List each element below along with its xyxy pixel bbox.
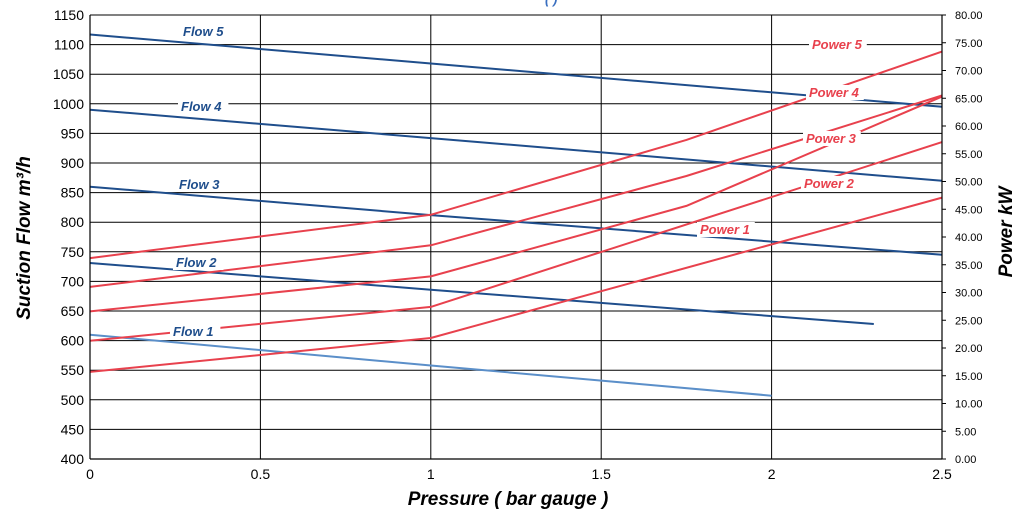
y-left-tick-label: 400 [61, 451, 85, 467]
power-4-label: Power 4 [809, 85, 860, 100]
flow-4-line [89, 108, 943, 182]
y-left-tick-label: 1050 [53, 66, 84, 82]
y-left-tick-label: 750 [61, 244, 85, 260]
x-tick-label: 0 [86, 466, 94, 482]
x-axis-title: Pressure ( bar gauge ) [408, 489, 609, 510]
y-left-tick-label: 500 [61, 392, 85, 408]
y-left-tick-label: 850 [61, 185, 85, 201]
power-2-label: Power 2 [804, 176, 855, 191]
y-axis-right-title: Power kW [996, 185, 1017, 278]
y-left-tick-label: 950 [61, 125, 85, 141]
y-right-tick-label: 30.00 [955, 288, 983, 300]
y-right-tick-label: 10.00 [955, 399, 983, 411]
y-left-tick-label: 450 [61, 421, 85, 437]
y-right-tick-label: 60.00 [955, 121, 983, 133]
y-left-tick-label: 1100 [54, 37, 84, 53]
y-right-tick-label: 5.00 [955, 426, 976, 438]
series-label-backdrop [170, 324, 221, 339]
power-1-label: Power 1 [700, 222, 750, 237]
x-tick-label: 1.5 [591, 466, 611, 482]
grid [89, 14, 943, 460]
y-left-tick-label: 600 [61, 333, 85, 349]
flow-3-label: Flow 3 [179, 177, 220, 192]
y-right-tick-label: 25.00 [955, 315, 983, 327]
y-left-tick-label: 900 [61, 155, 85, 171]
flow-4-label: Flow 4 [181, 99, 222, 114]
power-3-label: Power 3 [806, 131, 857, 146]
chart-title-fragment: ( ) [545, 0, 557, 7]
y-left-tick-label: 650 [61, 303, 85, 319]
x-tick-label: 1 [427, 466, 435, 482]
series-label-backdrop [697, 222, 755, 237]
y-right-tick-label: 65.00 [955, 93, 983, 105]
series-lines [89, 33, 943, 397]
y-right-tick-label: 45.00 [955, 204, 983, 216]
series-labels: Flow 1 Flow 2 Flow 3 Flow 4 Flow 5 Power 1 Pow… [170, 24, 867, 339]
series-label-backdrop [178, 99, 229, 114]
flow-2-label: Flow 2 [176, 255, 217, 270]
series-label-backdrop [173, 255, 224, 270]
y-left-tick-label: 550 [61, 362, 85, 378]
power-5-label: Power 5 [812, 37, 863, 52]
y-right-tick-label: 35.00 [955, 260, 983, 272]
series-label-backdrop [176, 177, 227, 192]
x-tick-label: 0.5 [251, 466, 271, 482]
series-label-backdrop [180, 24, 231, 39]
y-right-tick-label: 50.00 [955, 177, 983, 189]
series-label-backdrop [809, 37, 867, 52]
flow-1-line [89, 333, 772, 397]
y-right-tick-label: 0.00 [955, 454, 976, 466]
series-label-backdrop [806, 85, 864, 100]
power-1-line [89, 196, 943, 373]
power-3-line [89, 95, 943, 313]
y-left-tick-label: 1000 [53, 96, 84, 112]
y-left-tick-label: 700 [61, 273, 85, 289]
axes: 400 450 500 550 600 650 700 750 800 850 900 950 1000… [53, 7, 983, 482]
flow-5-line [89, 33, 943, 108]
series-label-backdrop [801, 176, 859, 191]
flow-3-line [89, 185, 943, 256]
y-right-tick-label: 40.00 [955, 232, 983, 244]
power-5-line [89, 50, 943, 260]
y-right-tick-label: 55.00 [955, 149, 983, 161]
x-tick-label: 2 [768, 466, 776, 482]
y-right-tick-label: 80.00 [955, 10, 983, 22]
y-right-tick-label: 75.00 [955, 38, 983, 50]
y-left-tick-label: 1150 [54, 7, 84, 23]
y-axis-left-title: Suction Flow m³/h [14, 156, 35, 320]
y-right-tick-label: 20.00 [955, 343, 983, 355]
flow-1-label: Flow 1 [173, 324, 213, 339]
y-right-tick-label: 70.00 [955, 66, 983, 78]
x-tick-label: 2.5 [932, 466, 952, 482]
y-right-tick-label: 15.00 [955, 371, 983, 383]
y-left-tick-label: 800 [61, 214, 85, 230]
flow-2-line [89, 262, 874, 325]
flow-5-label: Flow 5 [183, 24, 224, 39]
series-label-backdrop [803, 131, 861, 146]
